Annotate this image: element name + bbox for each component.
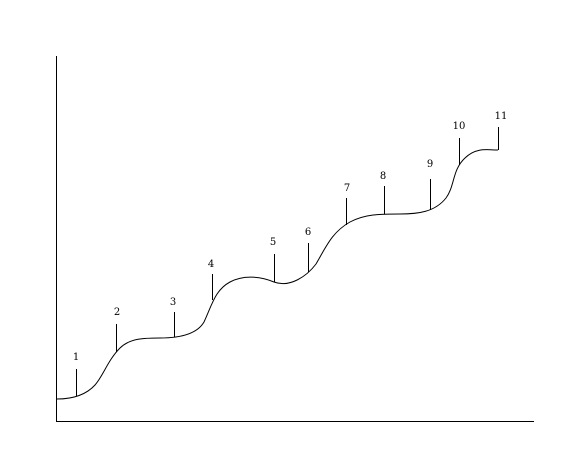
marker-label-4: 4 [208, 259, 214, 270]
marker-label-6: 6 [305, 227, 311, 238]
marker-label-3: 3 [170, 297, 176, 308]
marker-label-11: 11 [495, 111, 508, 122]
marker-label-7: 7 [344, 183, 350, 194]
marker-label-5: 5 [270, 237, 276, 248]
marker-label-8: 8 [380, 171, 386, 182]
staircase-curve [56, 149, 499, 400]
marker-label-9: 9 [427, 159, 433, 170]
marker-label-1: 1 [73, 352, 79, 363]
marker-label-10: 10 [453, 121, 466, 132]
markers [76, 138, 460, 396]
marker-labels: 1 2 3 4 5 6 7 8 9 10 11 [73, 111, 508, 363]
marker-label-2: 2 [114, 307, 120, 318]
